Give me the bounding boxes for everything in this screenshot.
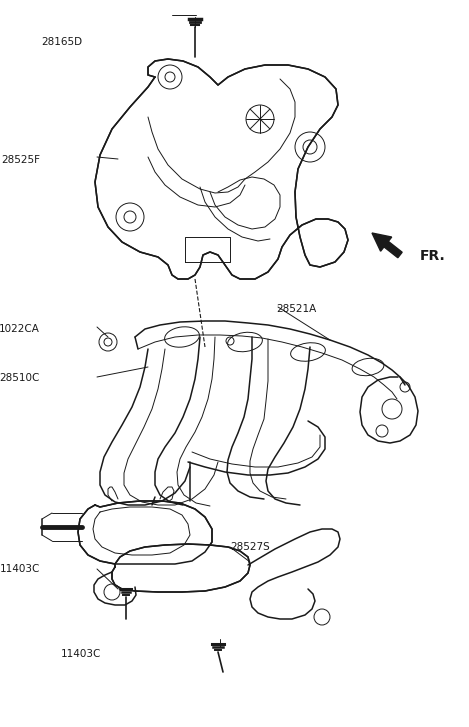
Text: 11403C: 11403C	[0, 563, 40, 574]
Text: 11403C: 11403C	[61, 649, 101, 659]
Text: 1022CA: 1022CA	[0, 324, 40, 334]
Text: 28521A: 28521A	[277, 304, 317, 314]
Polygon shape	[112, 544, 250, 592]
Polygon shape	[78, 501, 212, 564]
Text: 28165D: 28165D	[41, 37, 82, 47]
Text: 28510C: 28510C	[0, 373, 40, 383]
Text: 28527S: 28527S	[230, 542, 270, 552]
FancyArrow shape	[372, 233, 402, 258]
Text: FR.: FR.	[420, 249, 446, 263]
Polygon shape	[95, 59, 348, 279]
Text: 28525F: 28525F	[1, 155, 40, 165]
